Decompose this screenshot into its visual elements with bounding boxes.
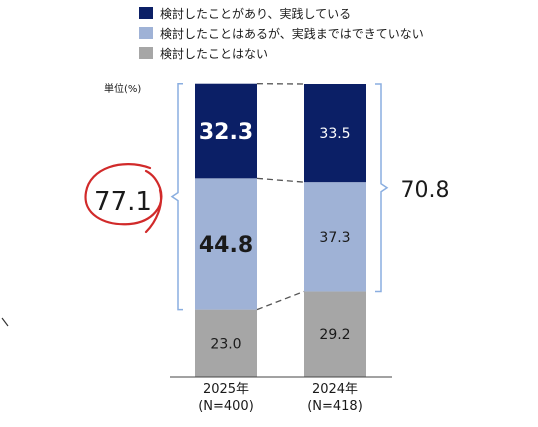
x-tick-label: 2024年 <box>312 382 358 397</box>
x-tick-label: 2025年 <box>203 382 249 397</box>
data-label: 23.0 <box>210 336 241 352</box>
unit-label: 単位(%) <box>104 82 141 95</box>
data-label: 32.3 <box>199 120 253 145</box>
x-tick-sublabel: (N=400) <box>198 399 254 414</box>
legend-swatch <box>139 27 153 39</box>
right-total-label: 70.8 <box>401 178 450 203</box>
legend-swatch <box>139 47 153 59</box>
legend-label: 検討したことがあり、実践している <box>160 6 351 21</box>
data-label: 44.8 <box>199 233 253 258</box>
x-tick-sublabel: (N=418) <box>307 399 363 414</box>
legend-label: 検討したことはない <box>160 46 268 61</box>
connector-line <box>257 178 304 182</box>
connector-line <box>257 291 304 309</box>
legend-swatch <box>139 7 153 19</box>
data-label: 37.3 <box>319 230 350 246</box>
left-total-label: 77.1 <box>94 187 152 217</box>
data-label: 29.2 <box>319 327 350 343</box>
legend-label: 検討したことはあるが、実践まではできていない <box>160 26 424 41</box>
left-bracket <box>172 84 183 310</box>
cropped-mark <box>2 318 8 326</box>
data-label: 33.5 <box>319 126 350 142</box>
right-bracket <box>375 84 387 291</box>
